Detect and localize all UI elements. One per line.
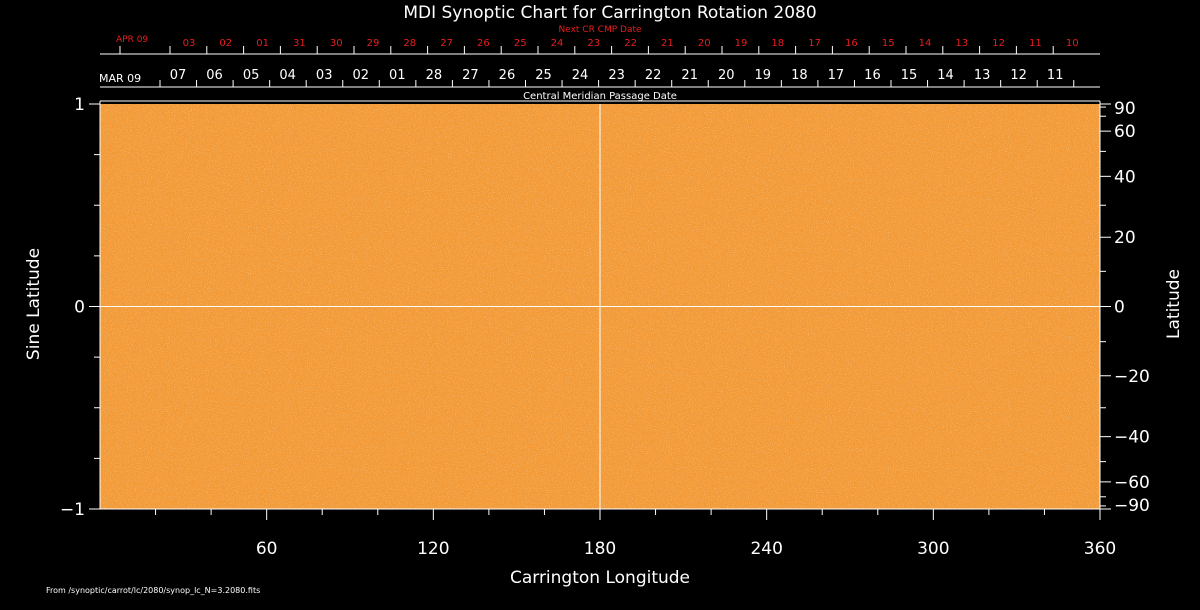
cmp-date-label: 04 <box>279 68 296 83</box>
next-cr-date-label: 11 <box>1029 38 1042 49</box>
y-axis-left-title: Sine Latitude <box>24 248 44 360</box>
y-axis-right-title: Latitude <box>1164 269 1184 339</box>
cmp-start-label: MAR 09 <box>99 72 141 85</box>
cmp-date-axis: 07 06 05 04 03 02 01 28 27 26 25 24 23 22 21 20 19 18 17 16… <box>100 68 1100 88</box>
next-cr-date-label: 03 <box>183 38 196 49</box>
y-axis-right: 90 60 40 20 0 −20 −40 −60 −90 <box>1100 99 1150 516</box>
next-cr-date-label: 30 <box>330 38 343 49</box>
cmp-date-label: 15 <box>901 68 918 83</box>
next-cr-start-label: APR 09 <box>116 35 148 45</box>
next-cr-date-label: 25 <box>514 38 527 49</box>
next-cr-date-label: 27 <box>440 38 453 49</box>
cmp-date-label: 18 <box>791 68 808 83</box>
x-axis-title: Carrington Longitude <box>510 568 690 588</box>
y-right-tick-label: 0 <box>1114 298 1125 318</box>
chart-title: MDI Synoptic Chart for Carrington Rotati… <box>403 3 816 23</box>
source-footer: From /synoptic/carrot/lc/2080/synop_lc_N… <box>46 586 261 595</box>
cmp-date-label: 12 <box>1010 68 1027 83</box>
next-cr-date-label: 13 <box>955 38 968 49</box>
cmp-date-label: 05 <box>243 68 260 83</box>
x-axis: 60 120 180 240 300 360 <box>155 509 1116 559</box>
y-right-tick-label: 90 <box>1114 99 1136 119</box>
x-tick-label: 60 <box>256 539 278 559</box>
next-cr-date-label: 24 <box>551 38 564 49</box>
x-tick-label: 300 <box>917 539 949 559</box>
next-cr-date-label: 01 <box>256 38 269 49</box>
y-left-tick-label: −1 <box>60 500 85 520</box>
next-cr-date-label: 31 <box>293 38 306 49</box>
cmp-date-label: 24 <box>572 68 589 83</box>
next-cr-date-label: 02 <box>219 38 232 49</box>
cmp-date-label: 17 <box>828 68 845 83</box>
cmp-date-label: 13 <box>974 68 991 83</box>
cmp-date-label: 27 <box>462 68 479 83</box>
next-cr-date-label: 16 <box>845 38 858 49</box>
cmp-date-label: 14 <box>937 68 954 83</box>
next-cr-date-axis: 03 02 01 31 30 29 28 27 26 25 24 23 22 21 20 19 18 17 16 15… <box>100 38 1100 55</box>
next-cr-date-label: 22 <box>624 38 637 49</box>
cmp-date-label: 28 <box>426 68 443 83</box>
y-left-tick-label: 1 <box>74 95 85 115</box>
x-tick-label: 180 <box>584 539 616 559</box>
cmp-date-label: 03 <box>316 68 333 83</box>
cmp-date-label: 01 <box>389 68 406 83</box>
next-cr-date-label: 17 <box>808 38 821 49</box>
next-cr-date-label: 28 <box>403 38 416 49</box>
next-cr-date-label: 21 <box>661 38 674 49</box>
x-tick-label: 240 <box>750 539 782 559</box>
x-tick-label: 360 <box>1084 539 1116 559</box>
cmp-date-label: 06 <box>206 68 223 83</box>
cmp-date-label: 16 <box>864 68 881 83</box>
next-cr-date-label: 12 <box>992 38 1005 49</box>
y-right-tick-label: 40 <box>1114 167 1136 187</box>
cmp-date-label: 11 <box>1047 68 1064 83</box>
cmp-date-label: 19 <box>755 68 772 83</box>
grid-lines <box>100 104 1100 509</box>
cmp-date-label: 26 <box>499 68 516 83</box>
y-right-tick-label: −90 <box>1114 496 1150 516</box>
y-right-tick-label: 20 <box>1114 228 1136 248</box>
next-cr-date-label: 18 <box>771 38 784 49</box>
next-cr-axis-title: Next CR CMP Date <box>558 25 642 35</box>
next-cr-date-label: 10 <box>1066 38 1079 49</box>
cmp-date-label: 07 <box>170 68 187 83</box>
y-axis-left: 1 0 −1 <box>60 95 100 520</box>
next-cr-date-label: 23 <box>587 38 600 49</box>
cmp-date-label: 22 <box>645 68 662 83</box>
next-cr-date-label: 26 <box>477 38 490 49</box>
cmp-date-label: 23 <box>608 68 625 83</box>
cmp-date-label: 25 <box>535 68 552 83</box>
next-cr-date-label: 20 <box>698 38 711 49</box>
next-cr-date-label: 29 <box>367 38 380 49</box>
next-cr-date-label: 15 <box>882 38 895 49</box>
y-right-tick-label: −40 <box>1114 428 1150 448</box>
y-left-tick-label: 0 <box>74 298 85 318</box>
next-cr-date-label: 14 <box>919 38 932 49</box>
cmp-date-label: 21 <box>681 68 698 83</box>
x-tick-label: 120 <box>417 539 449 559</box>
y-right-tick-label: −20 <box>1114 367 1150 387</box>
next-cr-date-label: 19 <box>735 38 748 49</box>
y-right-tick-label: 60 <box>1114 122 1136 142</box>
cmp-date-label: 02 <box>352 68 369 83</box>
cmp-axis-title: Central Meridian Passage Date <box>523 91 677 102</box>
cmp-date-label: 20 <box>718 68 735 83</box>
y-right-tick-label: −60 <box>1114 473 1150 493</box>
